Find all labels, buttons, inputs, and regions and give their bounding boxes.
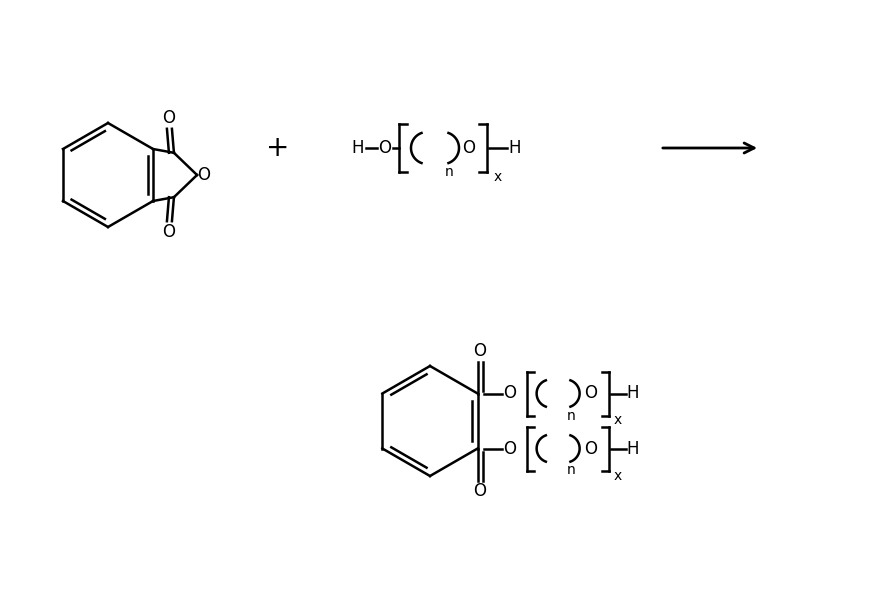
- Text: H: H: [352, 139, 364, 157]
- Text: O: O: [462, 139, 475, 157]
- Text: O: O: [584, 439, 597, 458]
- Text: x: x: [494, 170, 502, 184]
- Text: n: n: [566, 409, 575, 422]
- Text: H: H: [626, 439, 639, 458]
- Text: x: x: [614, 414, 622, 428]
- Text: O: O: [503, 384, 516, 403]
- Text: H: H: [509, 139, 521, 157]
- Text: O: O: [162, 223, 176, 241]
- Text: O: O: [503, 439, 516, 458]
- Text: O: O: [473, 342, 486, 359]
- Text: O: O: [473, 483, 486, 500]
- Text: O: O: [198, 166, 211, 184]
- Text: O: O: [162, 109, 176, 127]
- Text: O: O: [378, 139, 392, 157]
- Text: O: O: [584, 384, 597, 403]
- Text: n: n: [445, 165, 453, 179]
- Text: +: +: [266, 134, 289, 162]
- Text: H: H: [626, 384, 639, 403]
- Text: x: x: [614, 469, 622, 483]
- Text: n: n: [566, 464, 575, 478]
